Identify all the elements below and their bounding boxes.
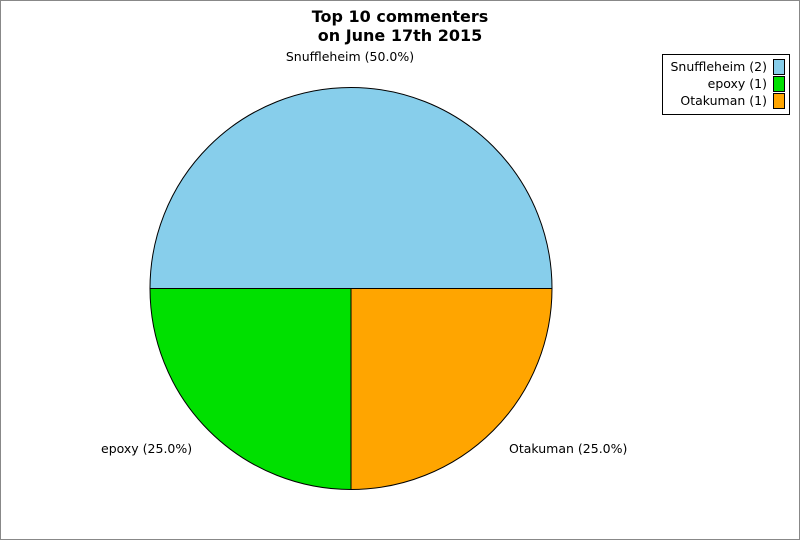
legend-label-snuffleheim: Snuffleheim (2) bbox=[670, 59, 768, 74]
legend-row-otakuman: Otakuman (1) bbox=[667, 93, 785, 109]
legend-label-otakuman: Otakuman (1) bbox=[680, 93, 767, 108]
chart-title: Top 10 commenters on June 17th 2015 bbox=[1, 7, 799, 45]
legend-row-epoxy: epoxy (1) bbox=[667, 76, 785, 92]
legend-swatch-snuffleheim bbox=[773, 59, 785, 75]
legend-swatch-otakuman bbox=[773, 93, 785, 109]
slice-label-snuffleheim: Snuffleheim (50.0%) bbox=[285, 49, 415, 64]
legend-swatch-epoxy bbox=[773, 76, 785, 92]
legend-box: Snuffleheim (2) epoxy (1) Otakuman (1) bbox=[662, 54, 790, 115]
legend-label-epoxy: epoxy (1) bbox=[707, 76, 767, 91]
pie-slice-snuffleheim bbox=[149, 87, 553, 289]
chart-title-line-1: Top 10 commenters bbox=[311, 7, 489, 26]
legend-row-snuffleheim: Snuffleheim (2) bbox=[667, 59, 785, 75]
slice-label-epoxy: epoxy (25.0%) bbox=[101, 441, 193, 456]
slice-label-otakuman: Otakuman (25.0%) bbox=[509, 441, 628, 456]
pie-slice-otakuman bbox=[350, 288, 553, 491]
chart-title-line-2: on June 17th 2015 bbox=[317, 26, 483, 45]
pie-slice-epoxy bbox=[149, 288, 352, 491]
